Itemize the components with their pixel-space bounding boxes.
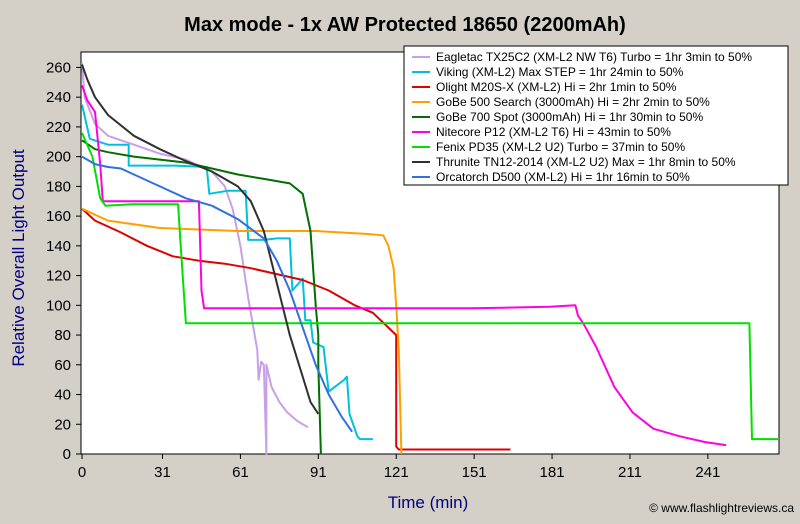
legend-entry: Nitecore P12 (XM-L2 T6) Hi = 43min to 50…: [436, 125, 671, 139]
legend-entry: GoBe 500 Search (3000mAh) Hi = 2hr 2min …: [436, 95, 710, 109]
y-axis: 0 20 40 60 80 100 120 140 160 180 200 220 240 260: [46, 59, 81, 463]
legend: Eagletac TX25C2 (XM-L2 NW T6) Turbo = 1h…: [403, 45, 789, 186]
series-line-3: [81, 207, 511, 451]
series-lines: [81, 62, 778, 455]
legend-entry: Thrunite TN12-2014 (XM-L2 U2) Max = 1hr …: [436, 155, 736, 169]
y-tick-label: 100: [46, 297, 71, 314]
legend-entry: GoBe 700 Spot (3000mAh) Hi = 1hr 30min t…: [436, 110, 703, 124]
x-tick-label: 121: [384, 464, 409, 481]
y-tick-label: 140: [46, 238, 71, 255]
credit-text: © www.flashlightreviews.ca: [649, 501, 794, 515]
legend-entry: Viking (XM-L2) Max STEP = 1hr 24min to 5…: [436, 65, 684, 79]
y-tick-label: 260: [46, 59, 71, 76]
x-tick-label: 0: [78, 464, 86, 481]
series-line-8: [81, 64, 320, 415]
y-tick-label: 200: [46, 149, 71, 166]
legend-entry: Eagletac TX25C2 (XM-L2 NW T6) Turbo = 1h…: [436, 50, 752, 64]
series-line-1: [81, 62, 309, 455]
legend-box: [403, 45, 789, 186]
x-tick-label: 91: [310, 464, 327, 481]
y-tick-label: 220: [46, 119, 71, 136]
y-tick-label: 20: [54, 416, 71, 433]
legend-entry: Fenix PD35 (XM-L2 U2) Turbo = 37min to 5…: [436, 140, 685, 154]
y-tick-label: 180: [46, 178, 71, 195]
series-line-7: [81, 132, 778, 441]
x-axis: 0 31 61 91 121 151 181 211 241: [78, 454, 720, 481]
y-tick-label: 40: [54, 387, 71, 404]
x-tick-label: 31: [154, 464, 171, 481]
x-axis-label: Time (min): [388, 493, 469, 512]
y-axis-label: Relative Overall Light Output: [9, 149, 28, 367]
x-tick-label: 181: [540, 464, 565, 481]
series-line-5: [81, 139, 322, 455]
chart-title: Max mode - 1x AW Protected 18650 (2200mA…: [184, 14, 626, 36]
legend-entry: Olight M20S-X (XM-L2) Hi = 2hr 1min to 5…: [436, 80, 677, 94]
legend-entry: Orcatorch D500 (XM-L2) Hi = 1hr 16min to…: [436, 170, 690, 184]
y-tick-label: 60: [54, 357, 71, 374]
y-tick-label: 120: [46, 268, 71, 285]
series-line-6: [81, 84, 727, 447]
y-tick-label: 80: [54, 327, 71, 344]
x-tick-label: 151: [462, 464, 487, 481]
series-line-4: [81, 207, 403, 455]
series-line-9: [81, 155, 353, 433]
y-tick-label: 160: [46, 208, 71, 225]
y-tick-label: 0: [63, 446, 71, 463]
x-tick-label: 241: [695, 464, 720, 481]
y-tick-label: 240: [46, 89, 71, 106]
series-line-2: [81, 104, 373, 441]
x-tick-label: 61: [232, 464, 249, 481]
x-tick-label: 211: [618, 464, 642, 481]
